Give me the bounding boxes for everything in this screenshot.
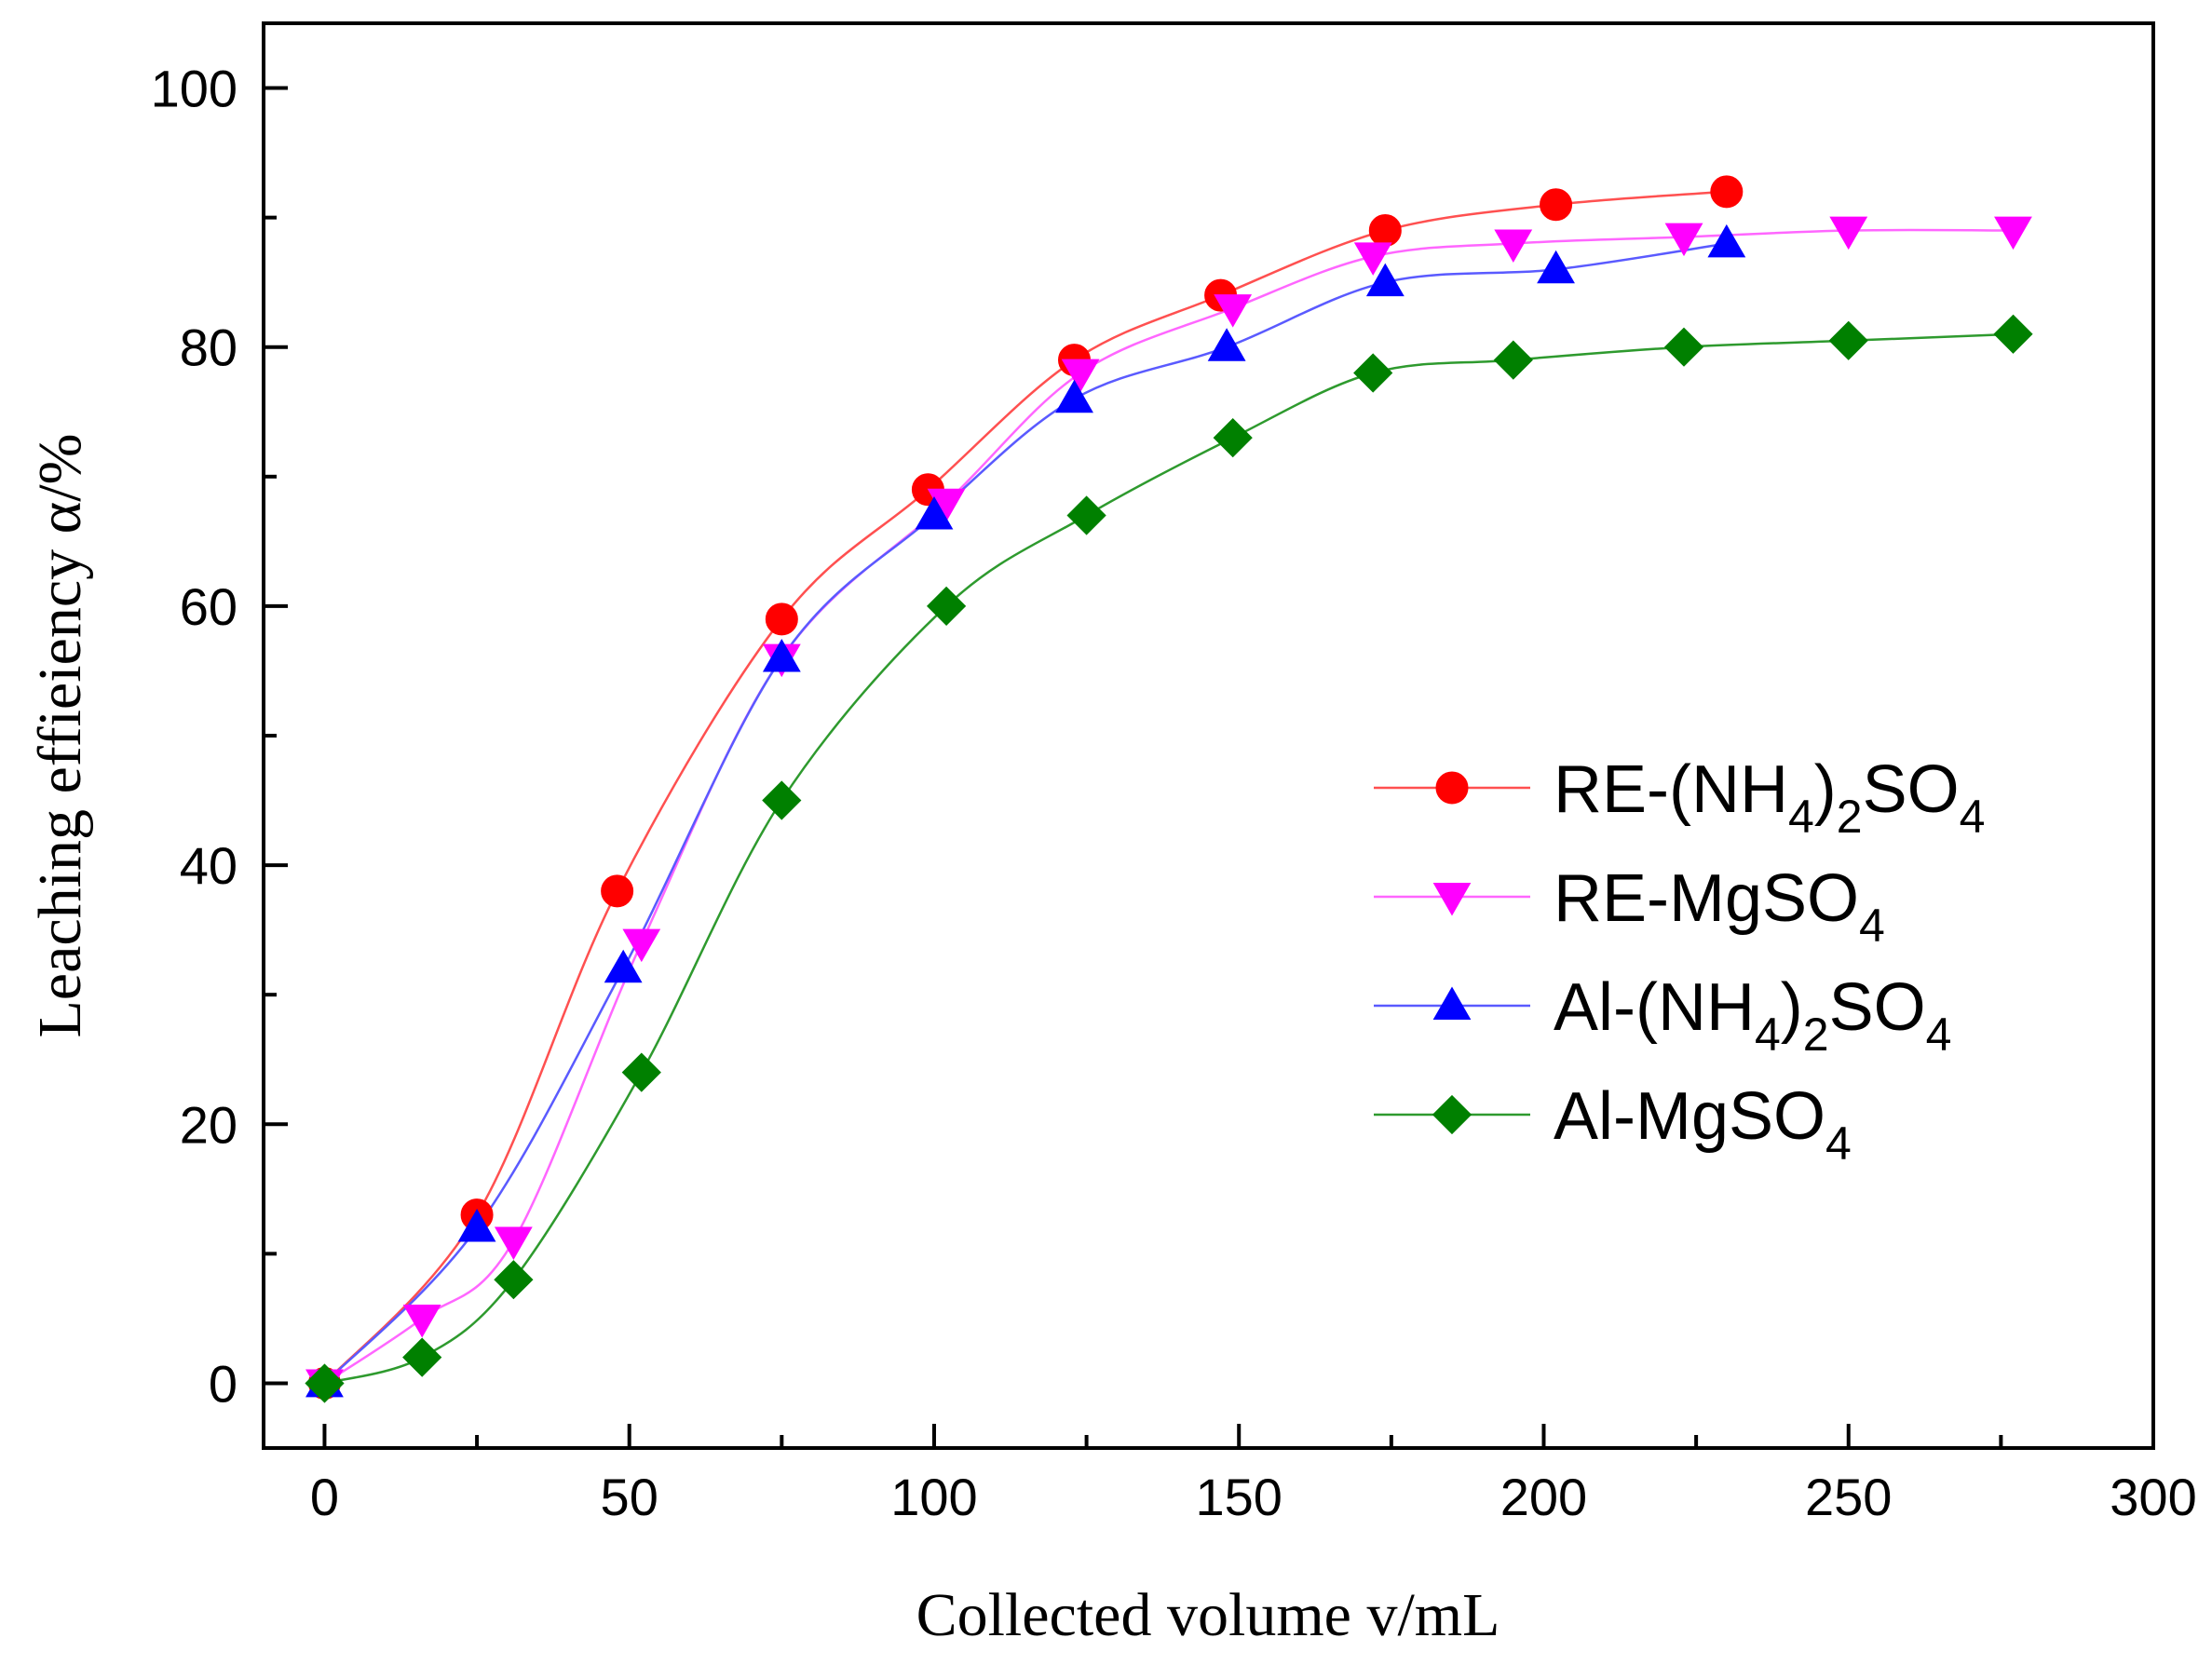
data-point [1707, 223, 1746, 258]
legend-marker [1432, 986, 1472, 1020]
legend-label-subscript: 4 [1755, 1008, 1781, 1061]
data-point [604, 949, 643, 983]
x-tick-label: 150 [1196, 1468, 1282, 1526]
y-axis-title: Leaching effieiency α/% [26, 433, 94, 1037]
legend-label-subscript: 4 [1859, 900, 1885, 952]
legend-label-part: Al-(NH [1554, 970, 1755, 1045]
x-tick-label: 300 [2110, 1468, 2196, 1526]
legend-marker [1435, 771, 1469, 805]
legend-label-part: SO [1863, 752, 1960, 827]
data-point [1061, 359, 1100, 393]
y-tick-label: 20 [180, 1095, 237, 1154]
data-point [305, 1363, 345, 1403]
legend-label-subscript: 4 [1788, 791, 1814, 843]
x-axis-title: Collected volume v/mL [916, 1581, 1500, 1649]
x-tick-label: 200 [1500, 1468, 1587, 1526]
data-point [1066, 495, 1106, 535]
legend-marker [1432, 1094, 1472, 1135]
data-point [1537, 250, 1575, 284]
legend-label: RE-MgSO4 [1554, 861, 1885, 952]
data-point [1055, 379, 1093, 413]
data-point [601, 874, 634, 908]
data-point [926, 586, 967, 627]
data-point [1663, 327, 1704, 367]
legend-label-part: SO [1829, 970, 1926, 1045]
legend-label-part: ) [1814, 752, 1837, 827]
data-point [622, 928, 661, 963]
legend-label: RE-(NH4)2SO4 [1554, 752, 1985, 843]
y-axis: 0 20 40 60 80 100 [151, 60, 288, 1413]
legend-label-subscript: 4 [1926, 1008, 1952, 1061]
y-tick-label: 100 [151, 60, 237, 118]
series-line [324, 332, 2014, 1385]
data-point [1365, 263, 1405, 297]
legend-label-subscript: 4 [1825, 1117, 1852, 1170]
data-point [1353, 242, 1392, 276]
legend-label-part: Al-MgSO [1554, 1079, 1825, 1154]
data-point [1829, 216, 1868, 250]
y-tick-label: 0 [209, 1354, 237, 1413]
data-point [1214, 294, 1253, 328]
legend-label-subscript: 2 [1837, 791, 1863, 843]
legend-label-part: RE-(NH [1554, 752, 1788, 827]
data-point [402, 1337, 442, 1377]
series-markers [305, 175, 2033, 1403]
data-point [494, 1226, 533, 1261]
x-tick-label: 0 [310, 1468, 339, 1526]
y-tick-label: 80 [180, 318, 237, 377]
data-point [457, 1208, 496, 1242]
y-tick-label: 60 [180, 577, 237, 636]
plot-frame [262, 21, 2155, 1450]
data-point [762, 780, 802, 820]
x-axis: 0 50 100 150 200 250 300 [310, 1424, 2197, 1526]
series-line [323, 242, 1727, 1385]
data-point [765, 602, 798, 636]
data-point [1368, 214, 1402, 248]
data-point [1994, 216, 2032, 250]
data-point [1993, 314, 2033, 354]
data-point [1353, 353, 1393, 393]
data-point [1828, 320, 1868, 360]
data-point [1540, 188, 1573, 222]
legend-marker [1432, 883, 1472, 916]
data-point [1494, 229, 1533, 264]
legend-label: Al-(NH4)2SO4 [1554, 970, 1951, 1061]
data-point [402, 1305, 441, 1338]
x-tick-label: 250 [1805, 1468, 1892, 1526]
legend-label-subscript: 2 [1803, 1008, 1829, 1061]
x-tick-label: 100 [890, 1468, 977, 1526]
data-point [1664, 223, 1703, 257]
data-point [1710, 175, 1744, 209]
data-point [1493, 340, 1533, 380]
y-tick-label: 40 [180, 836, 237, 895]
legend-label: Al-MgSO4 [1554, 1079, 1852, 1170]
legend-label-part: ) [1781, 970, 1803, 1045]
legend-label-part: RE-MgSO [1554, 861, 1859, 936]
data-point [762, 638, 801, 672]
legend-label-subscript: 4 [1960, 791, 1986, 843]
data-point [1207, 328, 1246, 361]
data-point [621, 1052, 661, 1092]
x-tick-label: 50 [601, 1468, 658, 1526]
data-point [1213, 417, 1253, 458]
data-point [915, 495, 954, 530]
data-point [494, 1260, 534, 1300]
